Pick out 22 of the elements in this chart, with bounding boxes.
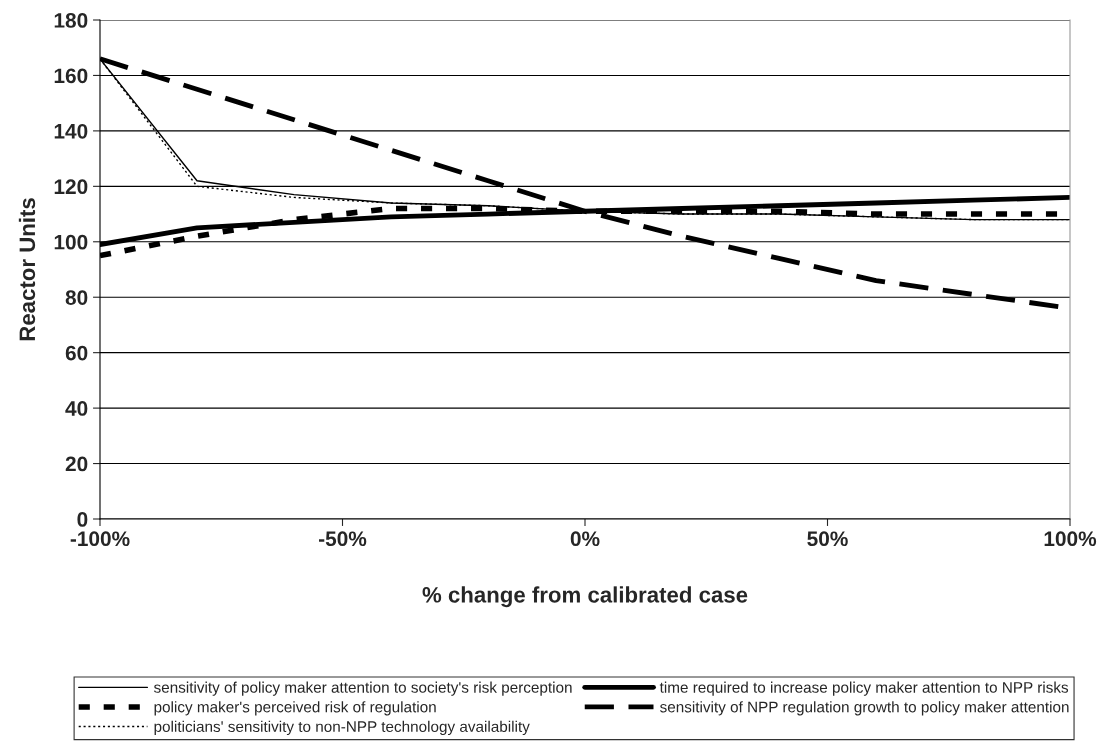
y-tick-label: 100 — [54, 234, 88, 250]
x-tick-label: 100% — [1044, 531, 1097, 547]
x-tick-label: -50% — [319, 531, 367, 547]
y-tick-label: 0 — [77, 512, 88, 527]
y-tick-label: 20 — [65, 456, 88, 472]
x-tick-label: 0% — [570, 531, 600, 547]
y-tick-label: 120 — [54, 179, 88, 195]
x-tick-label: 50% — [807, 531, 848, 547]
y-tick-label: 80 — [65, 290, 88, 305]
x-axis-title: % change from calibrated case — [422, 586, 748, 608]
y-tick-label: 40 — [65, 401, 88, 416]
legend-label: policy maker's perceived risk of regulation — [154, 701, 436, 716]
y-tick-label: 180 — [54, 13, 88, 28]
legend-label: sensitivity of NPP regulation growth to policy maker attention — [660, 701, 1069, 716]
x-tick-label: -100% — [70, 531, 130, 547]
legend-label: sensitivity of policy maker attention to society's risk perception — [153, 681, 572, 696]
y-tick-label: 60 — [65, 345, 88, 361]
y-tick-label: 160 — [54, 68, 88, 84]
legend-label: time required to increase policy maker attention to NPP risks — [659, 681, 1069, 696]
legend-label: politicians' sensitivity to non-NPP technology availability — [154, 720, 530, 736]
y-axis-title: Reactor Units — [18, 198, 36, 341]
y-tick-label: 140 — [54, 123, 88, 139]
